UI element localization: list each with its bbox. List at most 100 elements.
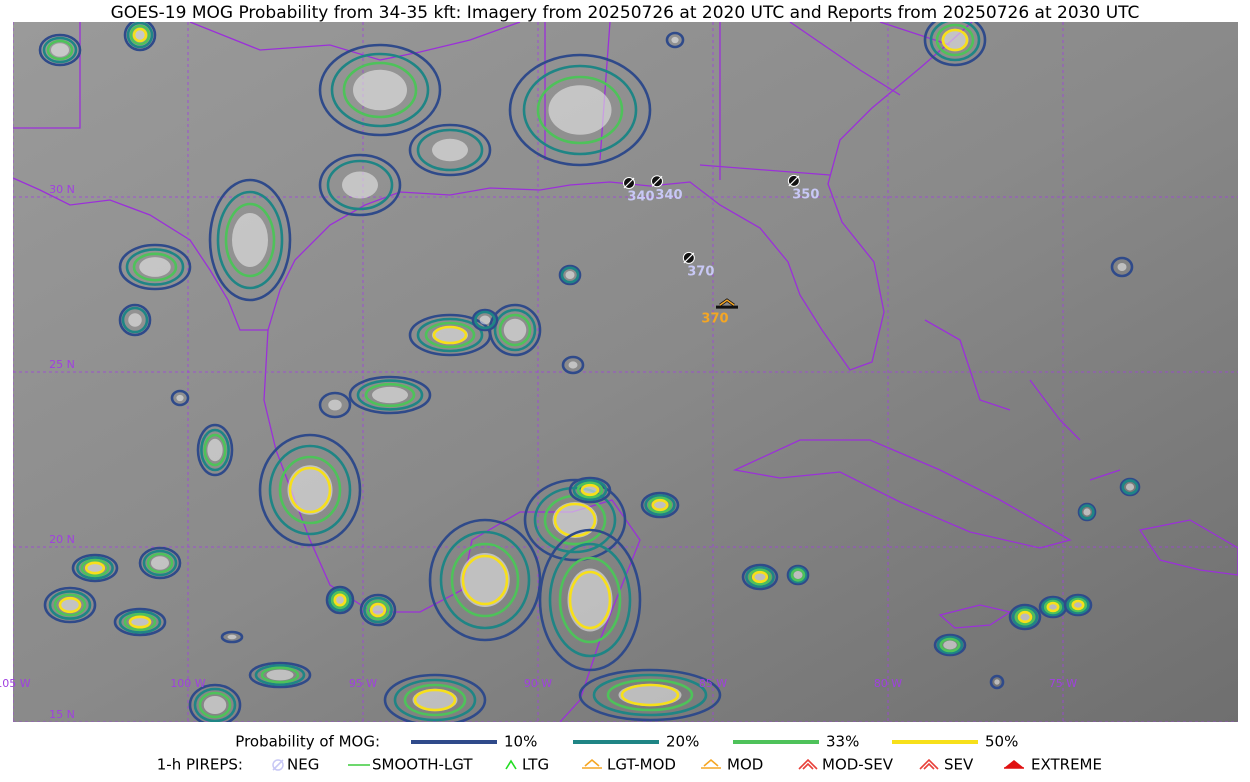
contour-ring [198, 691, 232, 719]
legend-pirep-label: LTG [522, 756, 549, 774]
contour-ring [1046, 601, 1060, 613]
contour-ring [543, 494, 607, 546]
contour-ring [80, 558, 110, 578]
contour-ring [745, 566, 775, 588]
pirep-altitude: 370 [687, 264, 714, 279]
bright-core [1083, 508, 1091, 516]
bright-core [128, 313, 142, 327]
contour-ring [1068, 597, 1088, 613]
contour-ring [359, 593, 397, 627]
contour-ring [474, 310, 496, 330]
bright-core [479, 315, 491, 325]
legend-pirep-label: NEG [287, 756, 319, 774]
pirep-slash [651, 175, 663, 187]
contour-ring [46, 39, 74, 61]
contour-ring [1011, 606, 1039, 628]
legend-pirep-label: LGT-MOD [607, 756, 676, 774]
contour-ring [118, 610, 162, 634]
contour-ring [561, 355, 585, 375]
contour-ring [53, 593, 87, 617]
contour-ring [560, 266, 580, 284]
legend-pirep-symbol [798, 758, 818, 770]
bright-core [51, 43, 69, 57]
bright-core [372, 386, 408, 404]
contour-ring [113, 607, 167, 637]
contour-ring [71, 553, 119, 583]
contour-ring [498, 313, 532, 347]
contour-ring [216, 190, 284, 290]
contour-ring [553, 502, 597, 538]
legend-mog-label: 50% [985, 733, 1018, 751]
lon-label: 80 W [874, 677, 902, 690]
bright-core [232, 213, 268, 267]
contour-ring [493, 308, 537, 352]
legend-pirep-symbol [701, 758, 721, 769]
contour-ring [268, 444, 352, 536]
contour-ring [170, 389, 190, 407]
contour-ring [342, 61, 418, 119]
contour-ring [580, 483, 600, 497]
contour-ring [1008, 603, 1042, 631]
bright-core [266, 669, 294, 681]
title: GOES-19 MOG Probability from 34-35 kft: … [111, 3, 1140, 23]
legend-mog-label: 33% [826, 733, 859, 751]
contour-ring [42, 36, 78, 64]
contour-ring [606, 678, 694, 712]
contour-ring [188, 683, 242, 722]
pirep-reports: 340 340 350 370 370 [623, 174, 819, 327]
contour-ring [1121, 479, 1139, 495]
contour-ring [640, 491, 680, 519]
pirep-slash [623, 177, 635, 189]
contour-ring [941, 28, 969, 52]
contour-ring [439, 530, 531, 630]
contour-ring [196, 423, 234, 477]
contour-ring [333, 593, 347, 607]
contour-ring [576, 481, 604, 499]
contour-ring [572, 479, 608, 501]
legend-pirep-label: SEV [944, 756, 974, 774]
contour-ring [592, 673, 708, 717]
contour-ring [408, 123, 492, 177]
contour-ring [76, 556, 114, 580]
bright-core [994, 679, 1000, 685]
contour-ring [548, 542, 632, 658]
contour-ring [38, 33, 82, 67]
contour-ring [1063, 593, 1093, 617]
contour-ring [138, 546, 182, 580]
contour-ring [84, 561, 106, 575]
bright-core [227, 634, 237, 640]
contour-ring [1077, 502, 1097, 522]
pirep-altitude: 340 [627, 190, 654, 205]
pirep-altitude: 340 [655, 188, 682, 203]
bright-core [432, 138, 468, 162]
contour-ring [403, 683, 467, 717]
contour-ring [129, 24, 151, 46]
contour-ring [522, 64, 638, 156]
bright-core [1117, 262, 1127, 272]
bright-core [618, 683, 682, 707]
graticule-labels: 30 N 25 N 20 N 15 N 105 W 100 W 95 W 90 W 85 W 80… [0, 183, 1077, 721]
contour-ring [558, 264, 582, 286]
contour-ring [939, 637, 961, 653]
contour-ring [1014, 608, 1036, 626]
legend-pirep-symbol [272, 759, 284, 771]
lon-label: 90 W [524, 677, 552, 690]
bright-core [793, 570, 803, 580]
bright-core [460, 553, 510, 607]
bright-core [432, 326, 468, 344]
legend-pirep-symbol [582, 758, 602, 769]
contour-ring [644, 494, 676, 516]
contour-ring [118, 303, 152, 337]
legend-mog-label: 10% [504, 733, 537, 751]
bright-core [943, 640, 957, 650]
lon-label: 105 W [0, 677, 31, 690]
contour-ring [146, 552, 174, 574]
contour-ring [132, 27, 148, 43]
pirep-altitude: 370 [701, 312, 728, 327]
bright-core [328, 399, 342, 411]
bright-core [342, 171, 378, 199]
bright-core [941, 28, 969, 52]
contour-ring [330, 590, 350, 610]
contour-ring [132, 252, 178, 282]
bright-core [548, 85, 612, 135]
